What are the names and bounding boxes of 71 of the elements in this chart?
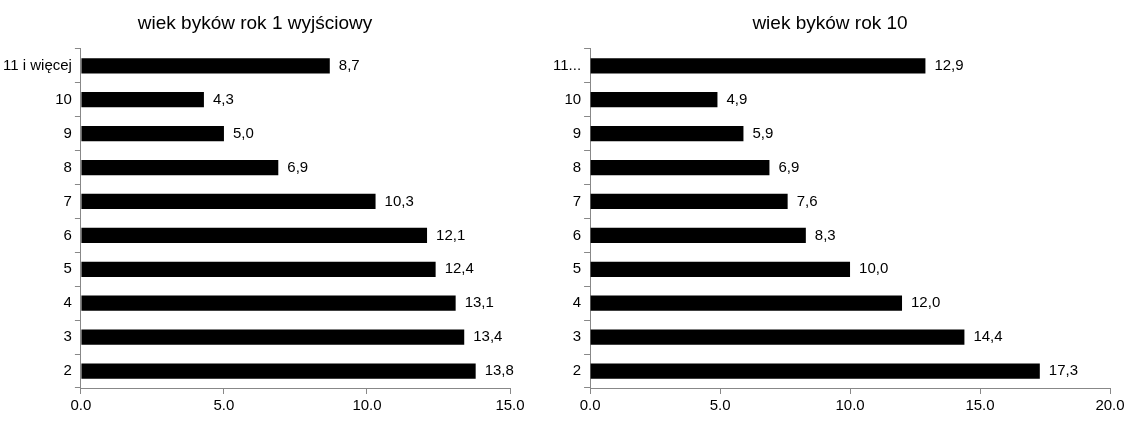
y-tick-label: 8 — [572, 157, 582, 175]
bar — [81, 58, 330, 74]
bar — [590, 295, 903, 311]
y-tick-label: 8 — [63, 157, 72, 175]
data-label: 8,3 — [814, 225, 836, 243]
data-label: 6,9 — [778, 157, 800, 175]
y-tick-label: 11... — [553, 55, 582, 73]
y-tick-label: 7 — [572, 191, 582, 209]
data-label: 12,9 — [934, 55, 964, 73]
x-tick-label: 0.0 — [70, 396, 92, 414]
data-label: 5,0 — [232, 123, 254, 141]
data-label: 10,3 — [384, 191, 414, 209]
data-label: 12,0 — [911, 293, 941, 311]
bar — [81, 193, 376, 210]
bar — [590, 159, 770, 176]
y-tick-label: 9 — [63, 123, 72, 141]
data-label: 17,3 — [1048, 361, 1079, 379]
bar — [81, 125, 224, 142]
data-label: 4,9 — [726, 89, 748, 107]
y-tick-label: 5 — [572, 259, 582, 277]
bar — [81, 159, 279, 176]
bar — [590, 193, 788, 210]
y-tick-label: 2 — [572, 361, 582, 379]
data-label: 6,9 — [287, 157, 309, 175]
y-tick-label: 2 — [63, 361, 72, 379]
bar — [590, 329, 965, 345]
bar — [81, 92, 204, 108]
y-tick-label: 6 — [572, 225, 582, 243]
data-label: 13,4 — [473, 327, 503, 345]
data-label: 4,3 — [212, 89, 234, 107]
data-label: 8,7 — [338, 55, 360, 73]
y-tick-label: 4 — [63, 293, 72, 311]
bar — [590, 92, 718, 108]
data-label: 13,1 — [464, 293, 494, 311]
y-tick-label: 3 — [63, 327, 72, 345]
x-tick-label: 15.0 — [495, 396, 525, 414]
y-tick-label: 6 — [63, 225, 72, 243]
bar — [81, 363, 476, 379]
bar — [81, 295, 456, 311]
x-tick-label: 0.0 — [579, 396, 601, 414]
y-tick-label: 10 — [564, 89, 582, 107]
bar — [81, 227, 428, 243]
data-label: 12,4 — [444, 259, 474, 277]
data-label: 12,1 — [436, 225, 466, 243]
x-tick-label: 15.0 — [965, 396, 995, 414]
y-tick-label: 10 — [55, 89, 72, 107]
data-label: 10,0 — [859, 259, 889, 277]
data-label: 14,4 — [973, 327, 1003, 345]
x-tick-label: 5.0 — [709, 396, 731, 414]
y-tick-label: 7 — [63, 191, 72, 209]
bar — [590, 227, 806, 243]
y-tick-label: 4 — [572, 293, 582, 311]
data-label: 5,9 — [752, 123, 774, 141]
bar — [81, 329, 465, 345]
x-tick-label: 20.0 — [1095, 396, 1125, 414]
x-tick-label: 10.0 — [352, 396, 382, 414]
y-tick-label: 5 — [63, 259, 72, 277]
y-tick-label: 3 — [572, 327, 582, 345]
bar — [81, 261, 436, 277]
chart-title: wiek byków rok 1 wyjściowy — [136, 11, 373, 33]
bar — [590, 58, 926, 74]
y-tick-label: 11 i więcej — [3, 55, 72, 73]
chart-title: wiek byków rok 10 — [751, 11, 908, 33]
bar — [590, 261, 851, 277]
y-tick-label: 9 — [572, 123, 582, 141]
bar — [590, 363, 1040, 379]
data-label: 7,6 — [796, 191, 818, 209]
x-tick-label: 10.0 — [835, 396, 865, 414]
x-tick-label: 5.0 — [213, 396, 235, 414]
bar — [590, 125, 744, 142]
data-label: 13,8 — [484, 361, 514, 379]
